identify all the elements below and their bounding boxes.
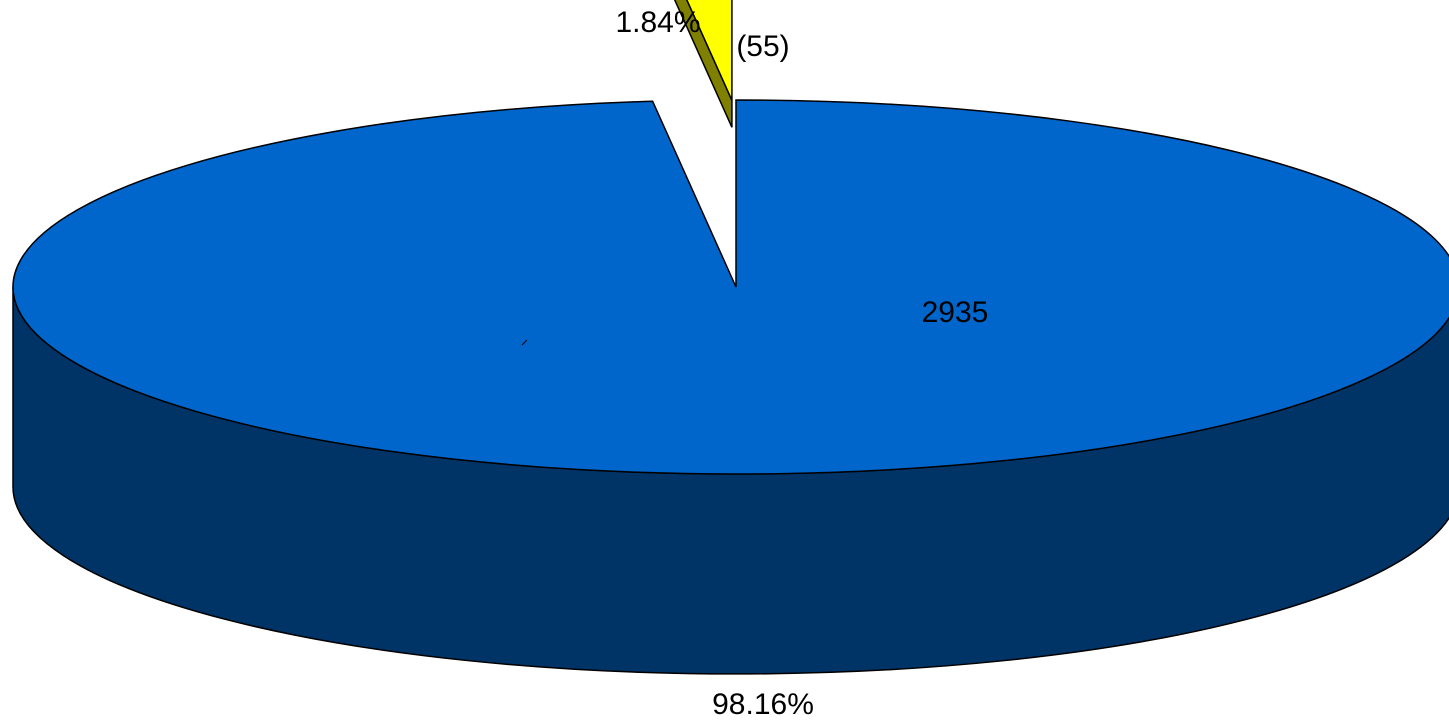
slice-percent-label-2935: 98.16% <box>712 688 814 721</box>
slice-value-label-2935: 2935 <box>922 296 989 329</box>
leader-line <box>521 339 528 346</box>
pie-slice-55-side <box>673 0 733 128</box>
pie-slice-2935 <box>12 99 1449 475</box>
slice-percent-label-55: 1.84% <box>615 6 700 39</box>
slice-value-label-55: (55) <box>736 30 789 63</box>
pie-slice-55 <box>686 0 733 101</box>
